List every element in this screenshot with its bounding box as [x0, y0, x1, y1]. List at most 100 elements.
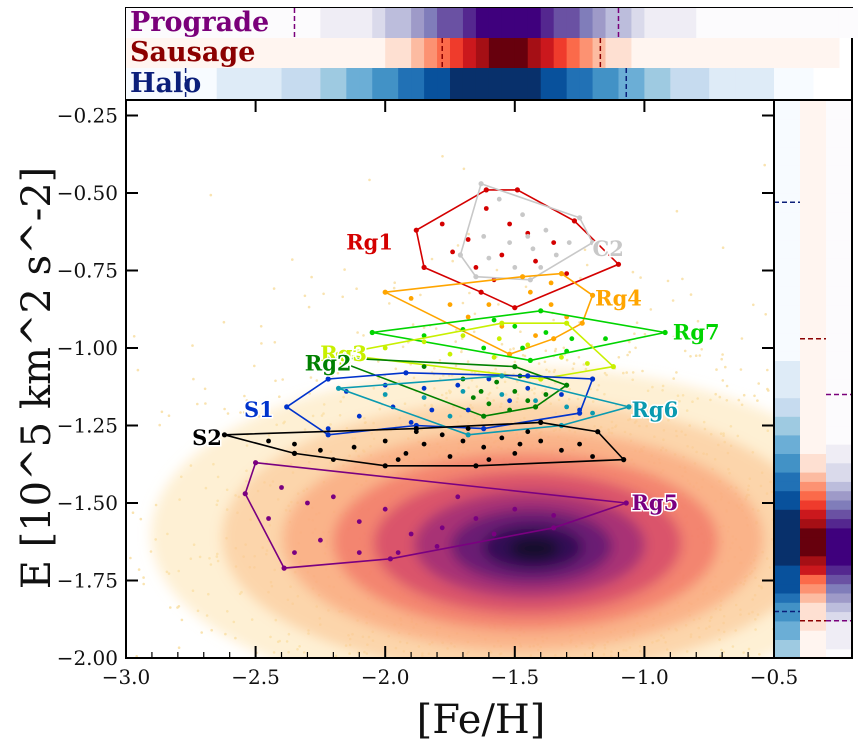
background-point — [222, 719, 225, 722]
right-band-cell — [774, 211, 800, 222]
background-point — [672, 335, 675, 339]
background-point — [560, 729, 563, 732]
point-s1 — [421, 385, 427, 391]
hull-vertex-rg2 — [532, 404, 539, 410]
top-band-cell — [411, 38, 425, 68]
right-band-cell — [826, 481, 852, 492]
background-point — [169, 606, 172, 609]
right-band-cell — [800, 472, 826, 482]
background-point — [648, 719, 651, 722]
hull-vertex-rg7 — [538, 308, 544, 314]
background-point — [720, 725, 723, 728]
right-band-cell — [774, 499, 800, 510]
background-point — [628, 350, 631, 354]
right-band-cell — [800, 220, 826, 231]
point-rg5 — [292, 550, 297, 555]
x-tick-label: −2.0 — [361, 665, 410, 689]
point-s2 — [525, 429, 531, 435]
background-point — [681, 277, 684, 281]
right-band-cell — [774, 611, 800, 622]
top-band-cell — [605, 68, 620, 100]
point-c2 — [543, 227, 549, 233]
background-point — [544, 682, 547, 685]
hull-vertex-s1 — [589, 376, 596, 382]
background-point — [306, 666, 309, 669]
label-s1: S1 — [244, 397, 274, 422]
point-s1 — [486, 376, 492, 382]
right-band-cell — [826, 248, 852, 259]
x-tick-label: −1.5 — [491, 665, 540, 689]
background-point — [223, 722, 226, 725]
background-point — [340, 714, 343, 717]
top-band-cell — [424, 38, 438, 68]
background-point — [397, 738, 400, 741]
background-point — [312, 717, 315, 720]
top-band-cell — [748, 8, 762, 38]
background-point — [568, 666, 571, 669]
background-point — [654, 723, 657, 726]
point-rg2 — [486, 401, 492, 407]
background-point — [571, 741, 574, 744]
top-band-cell — [138, 8, 153, 38]
background-point — [260, 342, 263, 345]
background-point — [649, 308, 653, 311]
top-band-cell — [670, 68, 684, 100]
background-point — [556, 679, 559, 682]
top-band-cell — [398, 8, 412, 38]
y-tick-label: −0.25 — [57, 104, 118, 128]
point-c2 — [553, 252, 559, 258]
background-point — [331, 701, 334, 704]
background-point — [543, 360, 547, 364]
top-band-cell — [385, 68, 399, 100]
point-rg5 — [330, 494, 336, 500]
point-rg2 — [421, 364, 427, 369]
background-point — [756, 399, 759, 402]
point-s2 — [538, 438, 544, 444]
background-point — [712, 706, 715, 709]
point-rg1 — [439, 221, 445, 227]
top-band-cell — [320, 68, 334, 100]
background-point — [592, 693, 595, 696]
hull-vertex-rg6 — [335, 385, 342, 391]
hull-vertex-rg3 — [538, 376, 544, 382]
background-point — [628, 340, 631, 344]
right-band-cell — [774, 351, 800, 361]
right-band-cell — [774, 555, 800, 566]
background-point — [585, 263, 589, 267]
top-band-cell — [437, 68, 451, 100]
background-point — [139, 517, 143, 521]
background-point — [740, 724, 743, 727]
top-band-cell — [151, 38, 166, 68]
right-band-cell — [800, 276, 826, 287]
point-rg4 — [447, 302, 453, 307]
top-band-cell — [799, 38, 814, 68]
point-s2 — [499, 435, 505, 441]
top-band-cell — [255, 38, 270, 68]
top-band-cell — [475, 8, 490, 38]
background-point — [411, 323, 415, 326]
right-band-cell — [800, 137, 826, 148]
background-point — [385, 691, 388, 694]
point-s1 — [525, 385, 531, 391]
hull-vertex-rg1 — [478, 289, 484, 295]
background-point — [716, 325, 720, 329]
background-point — [593, 677, 596, 680]
hull-vertex-rg7 — [369, 329, 375, 336]
background-point — [291, 258, 294, 261]
background-point — [368, 178, 371, 182]
label-s2: S2 — [192, 425, 222, 450]
point-rg3 — [491, 354, 497, 360]
right-band-cell — [800, 537, 826, 547]
hull-vertex-rg2 — [325, 354, 331, 360]
hull-vertex-rg3 — [564, 320, 570, 326]
background-point — [136, 368, 140, 372]
right-band-cell — [826, 527, 852, 538]
background-point — [226, 412, 230, 415]
point-s2 — [292, 441, 297, 447]
x-tick-label: −0.5 — [750, 665, 799, 689]
point-rg1 — [533, 258, 538, 264]
hull-vertex-rg2 — [564, 382, 570, 388]
background-point — [472, 330, 476, 334]
background-point — [142, 576, 145, 579]
